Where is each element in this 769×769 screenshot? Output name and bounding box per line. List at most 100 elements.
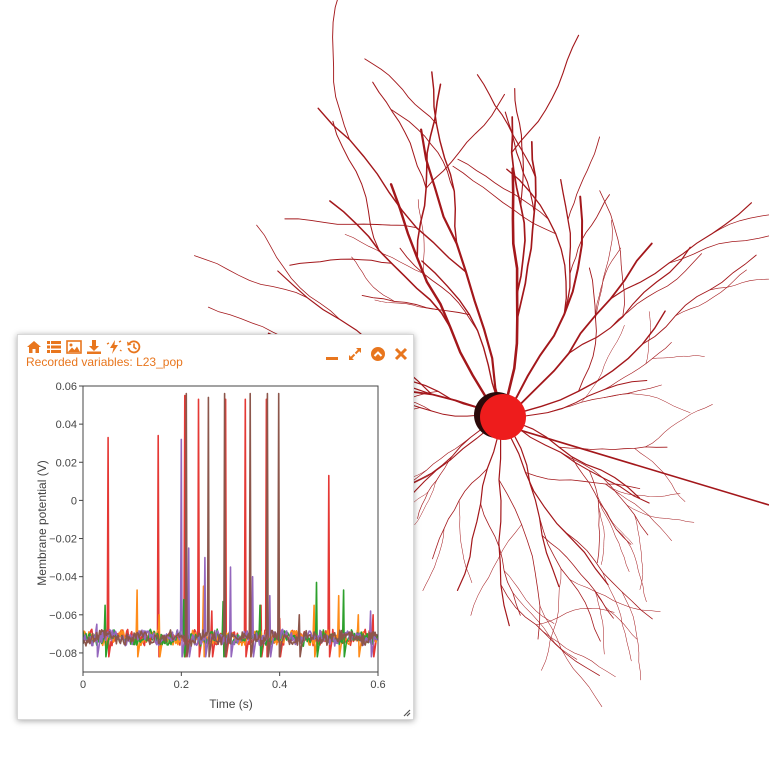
dendrite-branch — [417, 199, 425, 274]
axon — [502, 424, 769, 506]
dendrite-branch — [595, 247, 622, 319]
dendrite-branch — [504, 111, 535, 214]
dendrite-branch — [476, 74, 537, 178]
dendrite-branch — [332, 0, 350, 141]
home-icon[interactable] — [26, 339, 42, 355]
dendrite-branch — [458, 500, 473, 583]
close-icon[interactable] — [393, 346, 409, 362]
title-prefix: Recorded variables: — [26, 355, 133, 369]
dendrite-branch — [501, 167, 519, 419]
y-tick-label: −0.06 — [49, 610, 77, 622]
trace-series-3[interactable] — [83, 438, 378, 658]
dendrite-branch — [610, 202, 752, 300]
dendrite-branch — [589, 470, 601, 563]
list-icon[interactable] — [46, 339, 62, 355]
dendrite-branch — [626, 504, 695, 523]
y-tick-label: −0.02 — [49, 534, 77, 546]
maximize-icon[interactable] — [347, 346, 363, 362]
dendrite-branch — [364, 58, 437, 125]
dendrite-branch — [502, 380, 648, 418]
y-tick-label: 0 — [71, 495, 77, 507]
dendrite-branch — [361, 294, 470, 316]
dendrite-branch — [675, 269, 747, 317]
panel-toolbar — [26, 339, 142, 355]
dendrite-branch — [602, 572, 632, 662]
dendrite-branch — [417, 456, 453, 519]
dendrite-branch — [498, 479, 541, 640]
dendrite-branch — [599, 190, 625, 318]
dendrite-branch — [621, 591, 642, 681]
dendrite-branch — [374, 299, 438, 310]
resize-handle-icon[interactable] — [402, 708, 411, 717]
dendrite-branch — [709, 278, 769, 291]
dendrite-branch — [558, 446, 668, 450]
membrane-potential-chart[interactable]: Membrane potential (V) Time (s) 0.06 0.04… — [18, 375, 413, 715]
dendrite-branch — [317, 107, 467, 273]
dendrite-branch — [500, 584, 600, 676]
dendrite-branch — [503, 570, 555, 624]
dendrite-branch — [452, 165, 557, 235]
download-icon[interactable] — [86, 339, 102, 355]
y-tick-label: 0.02 — [56, 457, 77, 469]
collapse-icon[interactable] — [370, 346, 386, 362]
dendrite-branch — [605, 483, 672, 541]
dendrite-branch — [516, 140, 537, 320]
dendrite-branch — [425, 93, 506, 189]
dendrite-branch — [642, 254, 757, 345]
dendrite-branch — [514, 87, 524, 206]
dendrite-branch — [541, 568, 562, 671]
star-zap-icon[interactable] — [106, 339, 122, 355]
dendrite-branch — [391, 109, 455, 192]
dendrite-branch — [351, 256, 395, 302]
dendrite-branch — [568, 246, 691, 354]
dendrite-branch — [710, 214, 769, 235]
dendrite-branch — [432, 468, 488, 560]
dendrite-branch — [389, 183, 505, 419]
dendrite-branch — [416, 83, 442, 259]
dendrite-branch — [645, 404, 713, 448]
y-tick-label: −0.04 — [49, 572, 77, 584]
dendrite-branch — [560, 178, 572, 315]
dendrite-branch — [399, 247, 479, 332]
title-population: L23_pop — [136, 355, 183, 369]
dendrite-branch — [284, 218, 417, 229]
dendrite-branch — [470, 524, 522, 616]
minimize-icon[interactable] — [324, 346, 340, 362]
trace-series-4[interactable] — [83, 392, 378, 658]
dendrite-branch — [567, 136, 601, 221]
panel-title: Recorded variables: L23_pop — [26, 355, 183, 369]
plot-frame — [82, 385, 379, 673]
dendrite-branch — [502, 416, 609, 586]
dendrite-branch — [594, 590, 605, 655]
dendrite-branch — [502, 416, 560, 588]
dendrite-branch — [414, 474, 441, 526]
x-tick-label: 0 — [80, 679, 86, 691]
x-tick-label: 0.6 — [370, 679, 385, 691]
dendrite-branch — [498, 416, 510, 627]
y-axis-label: Membrane potential (V) — [35, 460, 49, 585]
dendrite-branch — [332, 120, 380, 252]
image-icon[interactable] — [66, 339, 82, 355]
dendrite-branch — [344, 234, 424, 274]
window-controls — [324, 346, 409, 362]
dendrite-branch — [289, 258, 393, 266]
dendrite-branch — [480, 503, 521, 616]
dendrite-branch — [511, 34, 580, 154]
dendrite-branch — [581, 325, 625, 403]
dendrite-branch — [645, 311, 651, 365]
dendrite-branch — [569, 194, 610, 275]
dendrite-branch — [569, 579, 661, 613]
dendrite-branch — [502, 416, 650, 504]
dendrite-branch — [605, 483, 681, 498]
y-tick-label: 0.06 — [56, 381, 77, 393]
dendrite-branch — [594, 590, 638, 640]
dendrite-branch — [599, 501, 630, 572]
soma[interactable] — [480, 394, 526, 440]
dendrite-branch — [595, 219, 613, 319]
history-icon[interactable] — [126, 339, 142, 355]
x-tick-label: 0.2 — [174, 679, 189, 691]
dendrite-branch — [603, 393, 691, 413]
dendrite-branch — [652, 355, 705, 359]
dendrite-branch — [634, 514, 644, 590]
